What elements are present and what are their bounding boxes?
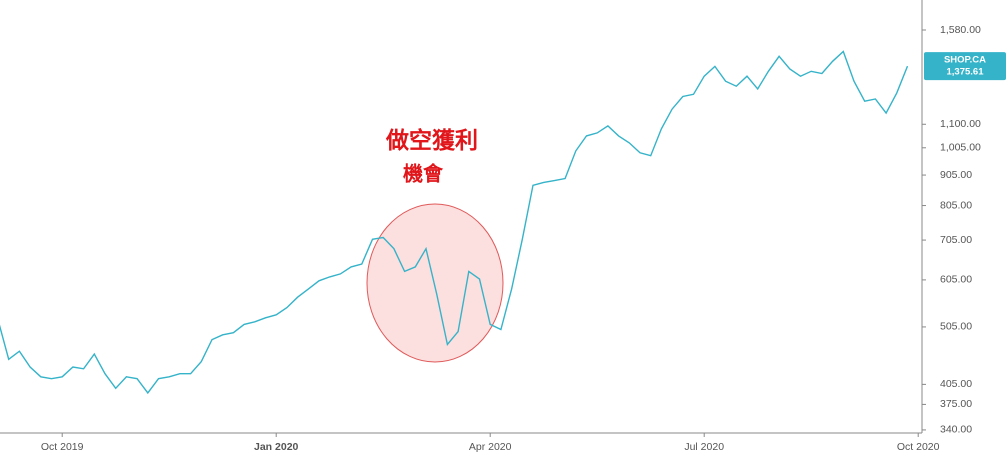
y-tick-label: 340.00 <box>940 424 972 436</box>
price-tag-name: SHOP.CA <box>944 55 986 66</box>
y-tick-label: 405.00 <box>940 378 972 390</box>
x-tick-label: Apr 2020 <box>469 441 512 453</box>
y-tick-label: 375.00 <box>940 398 972 410</box>
price-tag-value: 1,375.61 <box>947 67 985 78</box>
y-tick-label: 605.00 <box>940 274 972 286</box>
x-tick-label: Oct 2019 <box>41 441 84 453</box>
y-tick-label: 1,100.00 <box>940 118 981 130</box>
price-line <box>0 50 909 395</box>
annotation: 機會 <box>403 161 444 185</box>
y-tick-label: 1,005.00 <box>940 142 981 154</box>
y-tick-label: 905.00 <box>940 169 972 181</box>
y-tick-label: 705.00 <box>940 234 972 246</box>
price-tag <box>924 52 1006 81</box>
highlight-circle <box>366 203 504 363</box>
x-tick-label: Jul 2020 <box>684 441 724 453</box>
x-tick-label: Oct 2020 <box>897 441 940 453</box>
annotation: 做空獲利 <box>385 127 478 153</box>
y-tick-label: 1,580.00 <box>940 24 981 36</box>
y-tick-label: 505.00 <box>940 321 972 333</box>
x-tick-label: Jan 2020 <box>254 441 299 453</box>
y-tick-label: 805.00 <box>940 199 972 211</box>
